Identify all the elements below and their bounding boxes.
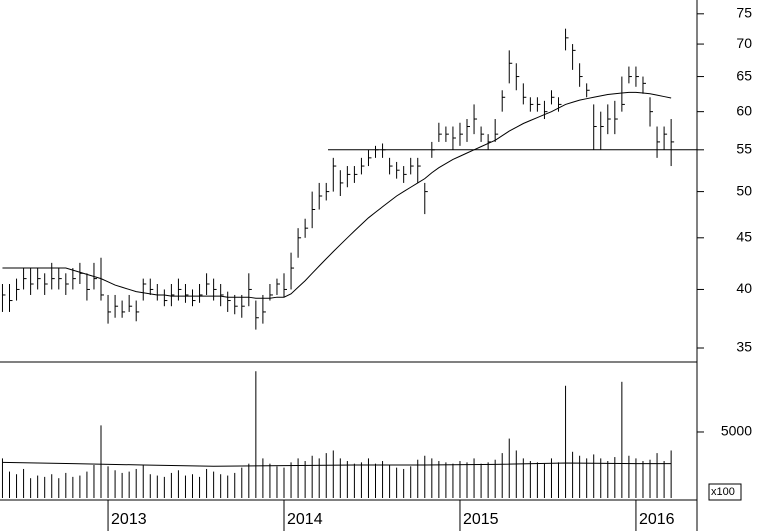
y-tick-label: 55: [736, 141, 752, 157]
moving-average: [2, 91, 672, 299]
y-tick-label: 35: [736, 339, 752, 355]
x-tick-label: 2013: [111, 511, 147, 528]
volume-tick-label: 5000: [721, 423, 752, 439]
volume-average: [2, 461, 672, 467]
y-tick-label: 45: [736, 229, 752, 245]
x-tick-label: 2014: [287, 511, 323, 528]
y-tick-label: 60: [736, 102, 752, 118]
y-tick-label: 65: [736, 67, 752, 83]
x-tick-label: 2015: [463, 511, 499, 528]
unit-box: [708, 483, 742, 501]
y-tick-label: 75: [736, 5, 752, 21]
y-tick-label: 70: [736, 35, 752, 51]
volume-unit: x100: [711, 486, 735, 498]
y-tick-label: 40: [736, 280, 752, 296]
y-tick-label: 50: [736, 182, 752, 198]
x-tick-label: 2016: [639, 511, 675, 528]
